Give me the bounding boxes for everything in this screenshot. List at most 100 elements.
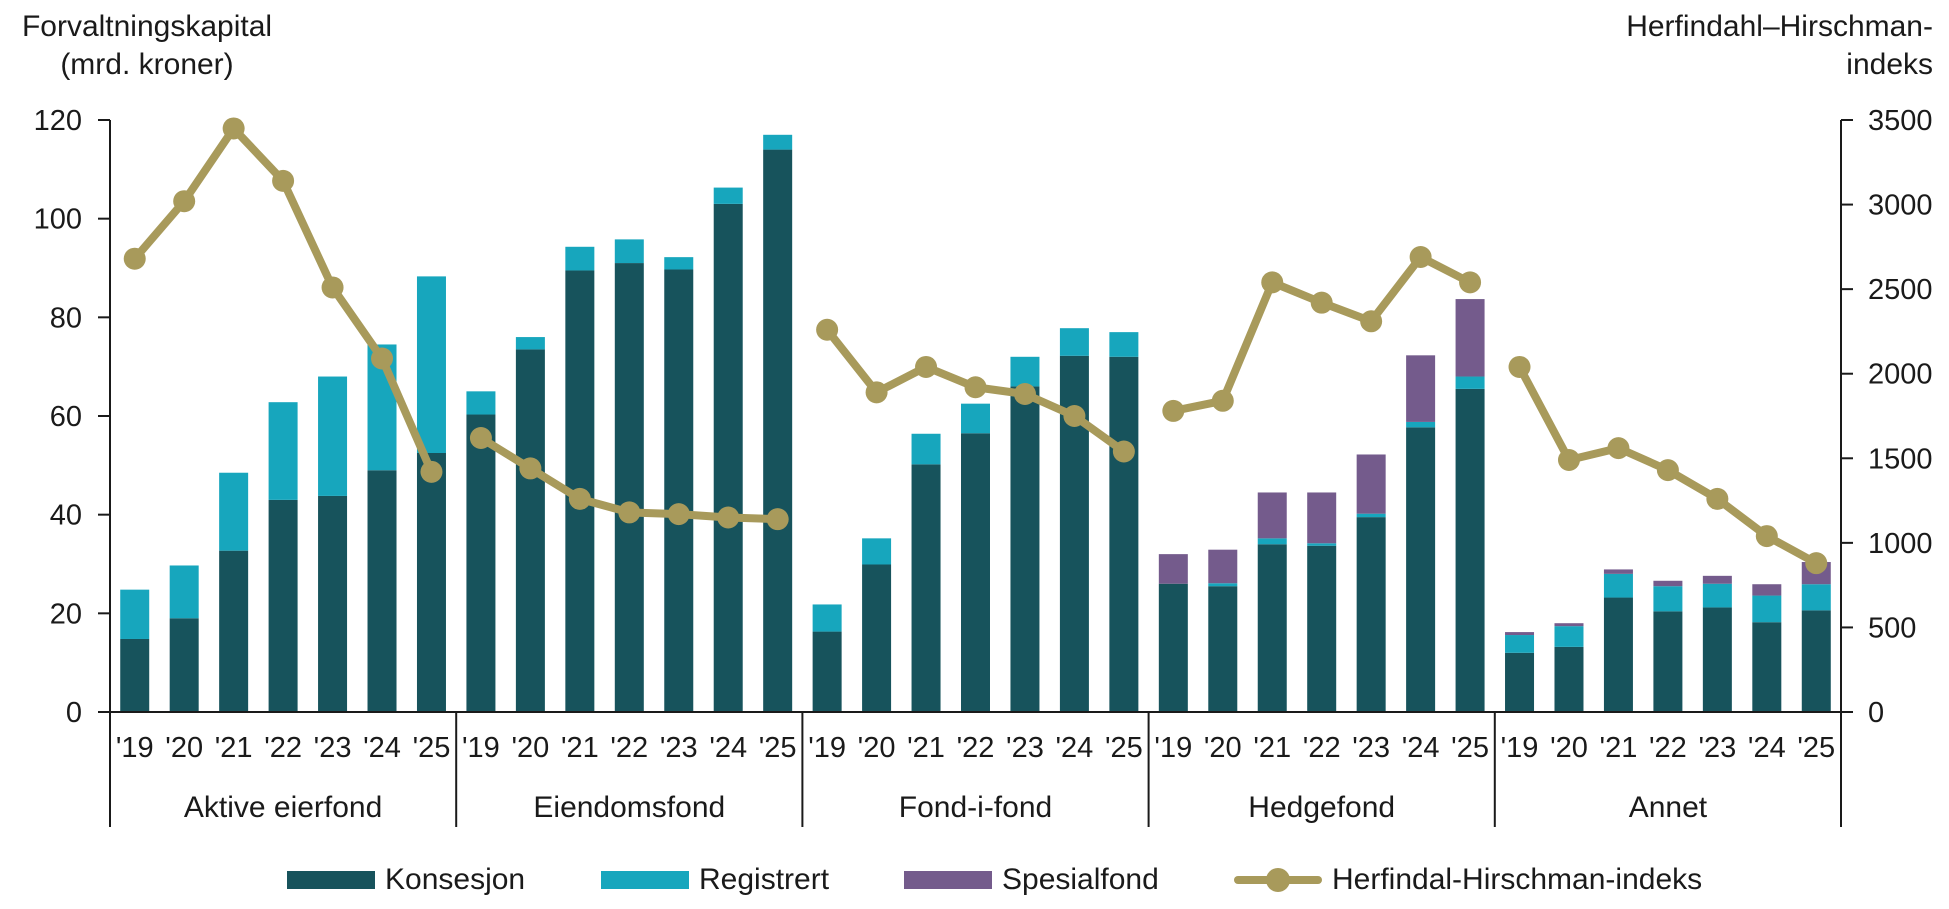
hhi-point-eiendomsfond-6 (766, 508, 789, 531)
hhi-point-annet-1 (1557, 448, 1580, 471)
bar-annet-konsesjon-2 (1603, 597, 1633, 712)
group-label-hedgefond: Hedgefond (1248, 791, 1395, 824)
bar-hedgefond-konsesjon-1 (1208, 586, 1238, 712)
legend-label-konsesjon: Konsesjon (385, 863, 526, 896)
hhi-point-aktive-eierfond-5 (371, 347, 394, 370)
bar-eiendomsfond-registrert-1 (515, 337, 545, 350)
bar-aktive-eierfond-konsesjon-3 (268, 499, 298, 712)
hhi-point-annet-6 (1805, 552, 1828, 575)
x-tick-label-hedgefond-4: '23 (1352, 732, 1390, 764)
hhi-point-eiendomsfond-5 (717, 506, 740, 529)
left-axis-title: Forvaltningskapital (mrd. kroner) (12, 8, 282, 84)
bar-eiendomsfond-registrert-3 (614, 239, 644, 264)
chart-canvas: '19 '20 '21 '22 '23 '24 '25 Aktive eierfond '19 '… (34, 105, 1933, 827)
bar-annet-registrert-5 (1752, 595, 1782, 623)
bar-aktive-eierfond-konsesjon-6 (416, 453, 446, 712)
group-label-annet: Annet (1629, 791, 1708, 824)
left-y-tick-label-120: 120 (34, 105, 82, 137)
x-tick-label-fond-i-fond-3: '22 (957, 732, 995, 764)
right-y-tick-label-3500: 3500 (1868, 105, 1933, 137)
bar-aktive-eierfond-registrert-4 (318, 376, 348, 496)
x-tick-label-annet-6: '25 (1797, 732, 1835, 764)
hhi-point-eiendomsfond-1 (519, 457, 542, 480)
bar-eiendomsfond-konsesjon-6 (763, 149, 793, 713)
hhi-point-aktive-eierfond-6 (420, 460, 443, 483)
x-tick-label-aktive-eierfond-6: '25 (413, 732, 451, 764)
bar-annet-registrert-4 (1702, 583, 1732, 608)
left-y-tick-label-40: 40 (50, 500, 82, 532)
bar-fond-i-fond-registrert-0 (812, 604, 842, 632)
bar-fond-i-fond-registrert-3 (961, 403, 990, 434)
bar-fond-i-fond-konsesjon-3 (961, 433, 990, 712)
bar-annet-spesialfond-4 (1702, 575, 1732, 584)
left-y-tick-label-60: 60 (50, 401, 82, 433)
hhi-point-hedgefond-6 (1459, 271, 1482, 294)
x-tick-label-fond-i-fond-0: '19 (808, 732, 846, 764)
bar-aktive-eierfond-registrert-1 (169, 565, 199, 619)
bar-hedgefond-konsesjon-0 (1158, 583, 1188, 712)
x-tick-label-hedgefond-1: '20 (1204, 732, 1242, 764)
bar-annet-konsesjon-1 (1554, 646, 1584, 712)
bar-fond-i-fond-registrert-4 (1010, 356, 1040, 387)
right-y-tick-label-1000: 1000 (1868, 528, 1933, 560)
bar-eiendomsfond-konsesjon-1 (515, 349, 545, 712)
bar-hedgefond-konsesjon-3 (1307, 545, 1337, 712)
hhi-point-fond-i-fond-3 (964, 376, 987, 399)
x-tick-label-aktive-eierfond-5: '24 (363, 732, 401, 764)
bar-fond-i-fond-registrert-6 (1109, 332, 1139, 357)
bar-fond-i-fond-konsesjon-2 (911, 464, 941, 712)
x-tick-label-fond-i-fond-6: '25 (1105, 732, 1143, 764)
x-tick-label-eiendomsfond-3: '22 (610, 732, 648, 764)
bar-hedgefond-konsesjon-6 (1455, 388, 1485, 712)
hhi-point-aktive-eierfond-3 (272, 169, 295, 192)
bar-hedgefond-spesialfond-0 (1158, 554, 1188, 584)
bar-hedgefond-konsesjon-2 (1257, 544, 1287, 712)
bar-hedgefond-spesialfond-6 (1455, 299, 1485, 377)
group-label-aktive-eierfond: Aktive eierfond (184, 791, 382, 824)
bar-eiendomsfond-konsesjon-4 (664, 269, 694, 712)
x-tick-label-aktive-eierfond-2: '21 (215, 732, 253, 764)
x-tick-label-aktive-eierfond-0: '19 (116, 732, 154, 764)
bar-annet-konsesjon-6 (1801, 610, 1831, 712)
registrert-swatch (601, 871, 689, 889)
bar-aktive-eierfond-konsesjon-1 (169, 618, 199, 712)
x-tick-label-annet-1: '20 (1550, 732, 1588, 764)
x-tick-label-eiendomsfond-4: '23 (660, 732, 698, 764)
bar-annet-spesialfond-5 (1752, 584, 1782, 596)
x-tick-label-fond-i-fond-4: '23 (1006, 732, 1044, 764)
group-label-eiendomsfond: Eiendomsfond (533, 791, 725, 824)
bar-hedgefond-registrert-3 (1307, 543, 1337, 546)
group-label-fond-i-fond: Fond-i-fond (899, 791, 1052, 824)
bar-annet-registrert-1 (1554, 626, 1584, 647)
bar-aktive-eierfond-konsesjon-5 (367, 470, 397, 712)
bar-annet-spesialfond-3 (1653, 580, 1683, 587)
bar-hedgefond-spesialfond-5 (1406, 355, 1436, 422)
bar-fond-i-fond-registrert-1 (862, 538, 892, 565)
x-tick-label-fond-i-fond-2: '21 (907, 732, 945, 764)
legend-item-konsesjon: Konsesjon (287, 855, 525, 905)
bar-annet-spesialfond-0 (1505, 632, 1535, 636)
bar-hedgefond-konsesjon-5 (1406, 427, 1436, 712)
bar-eiendomsfond-registrert-6 (763, 134, 793, 150)
hhi-point-hedgefond-4 (1360, 310, 1383, 333)
x-tick-label-eiendomsfond-6: '25 (759, 732, 797, 764)
legend-label-spesialfond: Spesialfond (1002, 863, 1159, 896)
left-y-tick-label-0: 0 (66, 697, 82, 729)
hhi-point-hedgefond-3 (1310, 291, 1333, 314)
hhi-point-aktive-eierfond-2 (222, 117, 245, 140)
hhi-point-annet-5 (1755, 525, 1778, 548)
x-tick-label-annet-5: '24 (1748, 732, 1786, 764)
legend-item-hhi: Herfindal-Hirschman-indeks (1234, 855, 1702, 905)
bar-annet-registrert-6 (1801, 584, 1831, 611)
x-tick-label-hedgefond-5: '24 (1402, 732, 1440, 764)
left-y-tick-label-100: 100 (34, 204, 82, 236)
hhi-point-fond-i-fond-6 (1112, 440, 1135, 463)
bar-annet-konsesjon-3 (1653, 611, 1683, 712)
left-axis-title-line-1: Forvaltningskapital (21, 10, 273, 43)
hhi-point-aktive-eierfond-0 (123, 247, 146, 270)
hhi-point-hedgefond-1 (1211, 389, 1234, 412)
bar-eiendomsfond-registrert-0 (466, 391, 496, 415)
x-tick-label-aktive-eierfond-3: '22 (264, 732, 302, 764)
hhi-point-annet-4 (1706, 487, 1729, 510)
bar-hedgefond-registrert-6 (1455, 376, 1485, 389)
